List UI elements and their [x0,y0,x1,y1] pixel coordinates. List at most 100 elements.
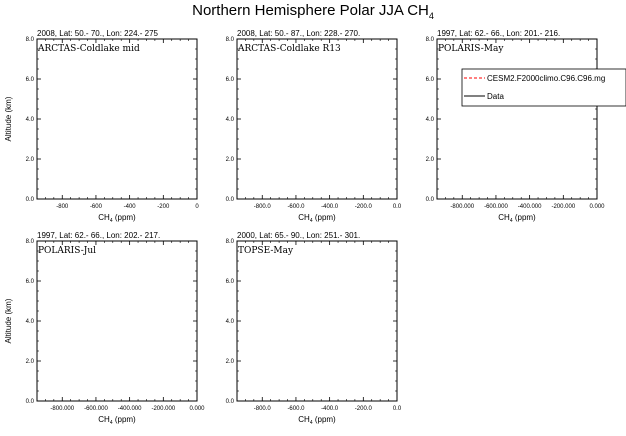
y-tick-label: 4.0 [226,319,235,325]
y-tick-label: 2.0 [26,157,35,163]
x-tick-label: -200.0 [355,204,373,210]
x-axis-label-unit: (ppm) [113,415,136,424]
x-tick-label: -800 [56,204,69,210]
campaign-label: ARCTAS-Coldlake R13 [237,44,341,54]
campaign-label: TOPSE-May [238,246,294,256]
y-tick-label: 0.0 [26,399,35,405]
plot-frame [36,240,198,402]
x-tick-label: -600.0 [287,406,305,412]
panel-header: 1997, Lat: 62.- 66., Lon: 202.- 217. [37,231,160,240]
y-tick-label: 4.0 [26,117,35,123]
x-tick-label: -200.0 [355,406,373,412]
x-axis-label: CH4 (ppm) [98,415,136,426]
x-tick-label: -400.0 [321,204,339,210]
x-axis-label-main: CH [298,415,310,424]
y-axis-label: Altitude (km) [4,96,13,141]
panel-header: 2008, Lat: 50.- 87., Lon: 228.- 270. [237,29,360,38]
y-tick-label: 0.0 [226,197,235,203]
chart-panel-4: 1997, Lat: 62.- 66., Lon: 202.- 217. POLA… [4,231,205,426]
plot-frame [236,38,398,200]
plot-frame [36,38,198,200]
x-tick-label: -200.000 [151,406,175,412]
campaign-label: POLARIS-Jul [38,246,96,256]
x-tick-label: -400.0 [321,406,339,412]
chart-panel-3: 1997, Lat: 62.- 66., Lon: 201.- 216. POLA… [426,29,626,224]
y-tick-label: 4.0 [226,117,235,123]
y-tick-label: 6.0 [226,77,235,83]
x-tick-label: -600.0 [287,204,305,210]
x-axis-label-subscript: 4 [310,420,313,426]
x-axis-label-main: CH [298,213,310,222]
figure-title-text: Northern Hemisphere Polar JJA CH [192,2,429,19]
plot-frame [436,38,598,200]
x-tick-label: -600.000 [484,204,508,210]
y-tick-label: 8.0 [226,37,235,43]
x-axis-label: CH4 (ppm) [298,213,336,224]
legend: CESM2.F2000climo.C96.C96.mg Data [461,68,626,107]
x-axis-label-unit: (ppm) [313,213,336,222]
y-tick-label: 6.0 [26,279,35,285]
y-tick-label: 6.0 [26,77,35,83]
x-axis-label: CH4 (ppm) [498,213,536,224]
x-tick-label: -600.000 [84,406,108,412]
figure-title: Northern Hemisphere Polar JJA CH4 [0,2,626,21]
y-tick-label: 0.0 [26,197,35,203]
figure-title-subscript: 4 [428,11,434,21]
y-tick-label: 0.0 [426,197,435,203]
x-tick-label: -800.0 [254,204,272,210]
y-tick-label: 8.0 [226,239,235,245]
x-tick-label: -800.000 [450,204,474,210]
x-tick-label: -200 [157,204,170,210]
panel-header: 2008, Lat: 50.- 70., Lon: 224.- 275 [37,29,159,38]
campaign-label: ARCTAS-Coldlake mid [37,44,140,54]
x-axis-label-main: CH [98,213,110,222]
x-tick-label: -800.0 [254,406,272,412]
x-axis-label-subscript: 4 [510,218,513,224]
y-tick-label: 2.0 [226,157,235,163]
y-tick-label: 4.0 [426,117,435,123]
x-tick-label: -400.000 [118,406,142,412]
chart-panel-1: 2008, Lat: 50.- 70., Lon: 224.- 275 ARCTA… [4,29,199,224]
x-tick-label: -400 [124,204,137,210]
x-axis-label-subscript: 4 [310,218,313,224]
y-tick-label: 8.0 [26,37,35,43]
legend-label-1: CESM2.F2000climo.C96.C96.mg [487,74,605,83]
x-axis-label: CH4 (ppm) [98,213,136,224]
y-tick-label: 6.0 [426,77,435,83]
x-tick-label: -400.000 [518,204,542,210]
x-axis-label: CH4 (ppm) [298,415,336,426]
panel-header: 1997, Lat: 62.- 66., Lon: 201.- 216. [437,29,560,38]
x-tick-label: 0.0 [393,204,402,210]
y-tick-label: 4.0 [26,319,35,325]
x-axis-label-unit: (ppm) [113,213,136,222]
x-tick-label: 0.000 [189,406,205,412]
chart-panel-2: 2008, Lat: 50.- 87., Lon: 228.- 270. ARCT… [226,29,402,224]
x-tick-label: 0 [195,204,199,210]
panel-header: 2000, Lat: 65.- 90., Lon: 251.- 301. [237,231,360,240]
x-axis-label-main: CH [498,213,510,222]
x-tick-label: -200.000 [551,204,575,210]
y-tick-label: 8.0 [26,239,35,245]
y-tick-label: 6.0 [226,279,235,285]
legend-label-2: Data [487,92,504,101]
y-axis-label: Altitude (km) [4,298,13,343]
x-axis-label-unit: (ppm) [513,213,536,222]
y-tick-label: 2.0 [26,359,35,365]
x-axis-label-unit: (ppm) [313,415,336,424]
legend-box [461,68,626,107]
y-tick-label: 2.0 [426,157,435,163]
x-tick-label: -600 [90,204,103,210]
x-axis-label-subscript: 4 [110,420,113,426]
x-tick-label: 0.0 [393,406,402,412]
y-tick-label: 0.0 [226,399,235,405]
x-tick-label: -800.000 [50,406,74,412]
x-axis-label-main: CH [98,415,110,424]
campaign-label: POLARIS-May [438,44,504,54]
chart-panel-5: 2000, Lat: 65.- 90., Lon: 251.- 301. TOPS… [226,231,402,426]
plot-frame [236,240,398,402]
x-tick-label: 0.000 [589,204,605,210]
y-tick-label: 8.0 [426,37,435,43]
y-tick-label: 2.0 [226,359,235,365]
